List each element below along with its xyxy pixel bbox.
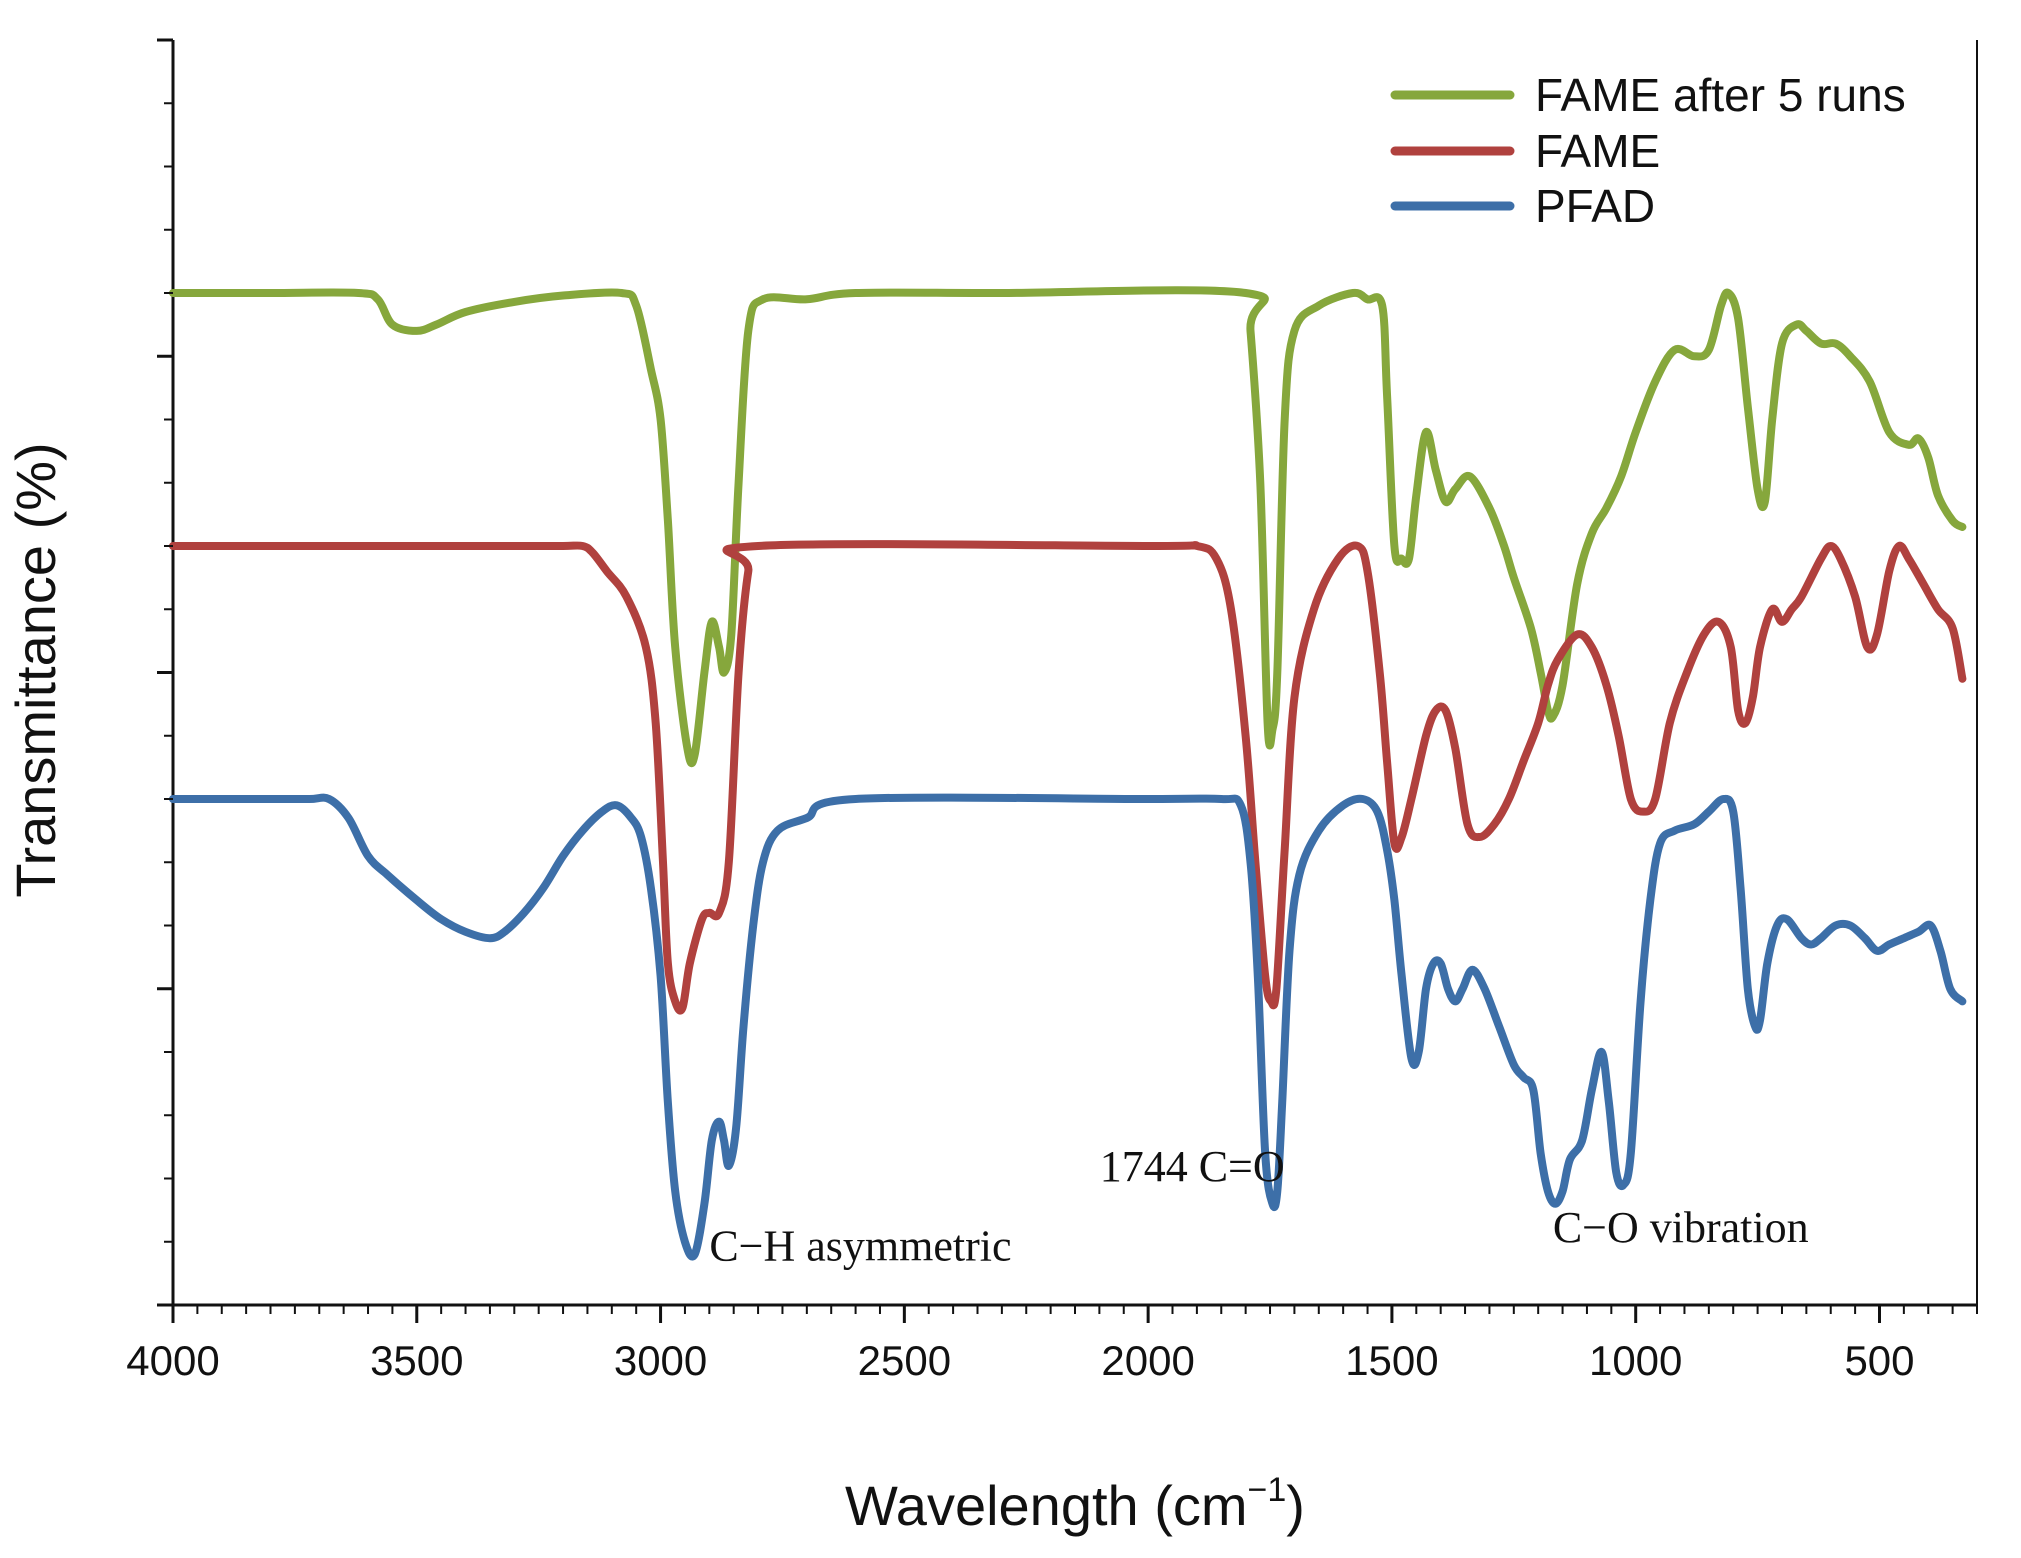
y-axis-ticks bbox=[157, 38, 173, 1307]
x-tick-label: 1500 bbox=[1345, 1337, 1438, 1384]
x-axis-ticks: 4000 3500 3000 2500 2000 1500 1000 500 bbox=[126, 1305, 1978, 1384]
legend-label-fame: FAME bbox=[1535, 125, 1660, 177]
plot-axes bbox=[171, 40, 1978, 1307]
x-tick-label: 2500 bbox=[858, 1337, 951, 1384]
legend-label-fame-after-5-runs: FAME after 5 runs bbox=[1535, 69, 1906, 121]
x-tick-label: 3000 bbox=[614, 1337, 707, 1384]
x-tick-label: 4000 bbox=[126, 1337, 219, 1384]
series-line-fame-after-5-runs bbox=[169, 286, 1967, 768]
legend-label-pfad: PFAD bbox=[1535, 180, 1655, 232]
x-axis-title: Wavelength (cm−1) bbox=[845, 1471, 1305, 1537]
x-tick-label: 3500 bbox=[370, 1337, 463, 1384]
annotation-co-vibration: C−O vibration bbox=[1553, 1203, 1809, 1252]
x-tick-label: 500 bbox=[1844, 1337, 1914, 1384]
legend-entry-fame: FAME bbox=[1390, 125, 1660, 177]
legend: FAME after 5 runs FAME PFAD bbox=[1390, 69, 1906, 232]
legend-entry-fame-after-5-runs: FAME after 5 runs bbox=[1390, 69, 1906, 121]
legend-entry-pfad: PFAD bbox=[1390, 180, 1655, 232]
x-axis-title-superscript: −1 bbox=[1248, 1471, 1287, 1509]
annotation-ch-asymmetric: C−H asymmetric bbox=[709, 1222, 1011, 1271]
x-tick-label: 1000 bbox=[1589, 1337, 1682, 1384]
series-layer bbox=[169, 286, 1967, 1261]
y-axis-title: Transmittance (%) bbox=[4, 442, 67, 897]
annotation-co-stretch-1744: 1744 C=O bbox=[1100, 1142, 1285, 1191]
x-axis-title-close: ) bbox=[1286, 1474, 1305, 1537]
x-tick-label: 2000 bbox=[1101, 1337, 1194, 1384]
series-line-fame bbox=[169, 540, 1967, 1015]
x-axis-title-main: Wavelength (cm bbox=[845, 1474, 1248, 1537]
series-line-pfad bbox=[169, 793, 1967, 1261]
